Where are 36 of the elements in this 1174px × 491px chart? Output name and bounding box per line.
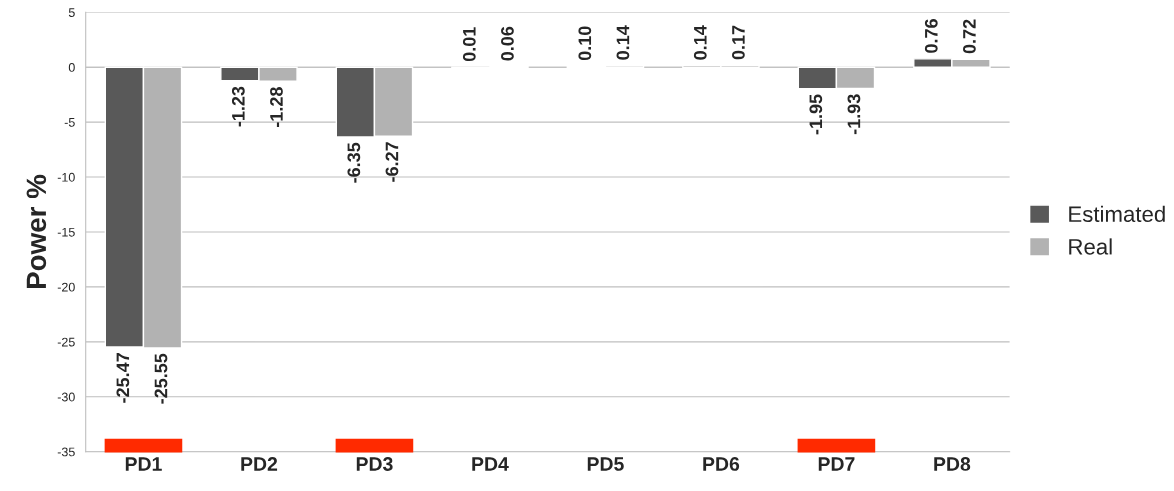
y-tick-label: -20 — [57, 282, 75, 292]
data-label: 0.76 — [924, 19, 938, 53]
data-label: -25.47 — [116, 353, 130, 403]
x-tick-label: PD5 — [587, 457, 624, 471]
y-axis-title: Power % — [26, 174, 47, 289]
x-tick-label: PD2 — [241, 457, 278, 471]
data-label: 0.06 — [501, 26, 514, 61]
data-label: 0.72 — [963, 19, 976, 54]
y-tick-label: -30 — [57, 392, 75, 402]
x-tick-label: PD7 — [818, 457, 855, 471]
y-tick-label: -25 — [57, 337, 75, 347]
y-tick-label: -15 — [57, 227, 75, 237]
data-label: -25.55 — [154, 353, 168, 404]
data-label: -1.95 — [809, 94, 823, 135]
data-label: -6.35 — [347, 142, 361, 183]
data-label: -6.27 — [385, 142, 399, 182]
x-tick-label: PD8 — [934, 457, 971, 471]
x-tick-label: PD1 — [125, 457, 162, 471]
y-tick-label: -10 — [57, 172, 75, 182]
x-tick-label: PD6 — [703, 457, 740, 471]
data-label: -1.28 — [270, 87, 283, 127]
legend-label: Real — [1069, 238, 1112, 255]
data-label: -1.93 — [847, 94, 861, 135]
y-tick-label: -5 — [64, 118, 75, 127]
y-tick-label: -35 — [57, 447, 75, 457]
y-tick-label: 0 — [68, 63, 75, 72]
data-label: 0.14 — [616, 25, 630, 60]
x-tick-label: PD3 — [356, 457, 393, 471]
data-label: -1.23 — [231, 86, 245, 127]
data-label: 0.10 — [578, 26, 592, 61]
legend-label: Estimated — [1069, 205, 1165, 223]
data-label: 0.17 — [732, 25, 745, 60]
x-tick-label: PD4 — [472, 457, 509, 471]
y-tick-label: 5 — [68, 8, 75, 17]
data-label: 0.14 — [693, 25, 707, 60]
data-label: 0.01 — [462, 27, 476, 62]
